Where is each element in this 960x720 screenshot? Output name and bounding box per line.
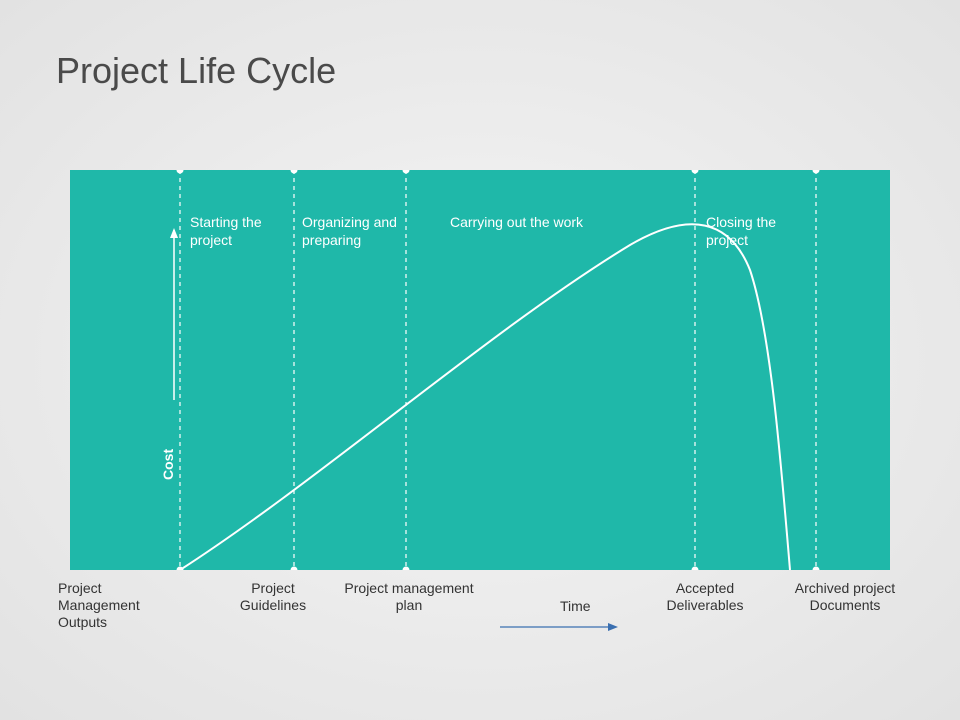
milestone-label: Project management plan [344,580,474,614]
phase-label: Carrying out the work [450,214,670,232]
time-axis-arrow [500,620,620,634]
page-title: Project Life Cycle [56,50,336,92]
chart-area: Starting the project Organizing and prepa… [70,170,890,570]
milestone-label: Archived project Documents [780,580,910,614]
milestone-label: Project Guidelines [218,580,328,614]
milestone-label: Accepted Deliverables [650,580,760,614]
phase-label: Starting the project [190,214,290,249]
phase-label: Closing the project [706,214,806,249]
time-axis-label: Time [560,598,591,614]
milestone-label: Project Management Outputs [58,580,168,630]
cost-axis-label: Cost [160,449,176,480]
phase-label: Organizing and preparing [302,214,402,249]
